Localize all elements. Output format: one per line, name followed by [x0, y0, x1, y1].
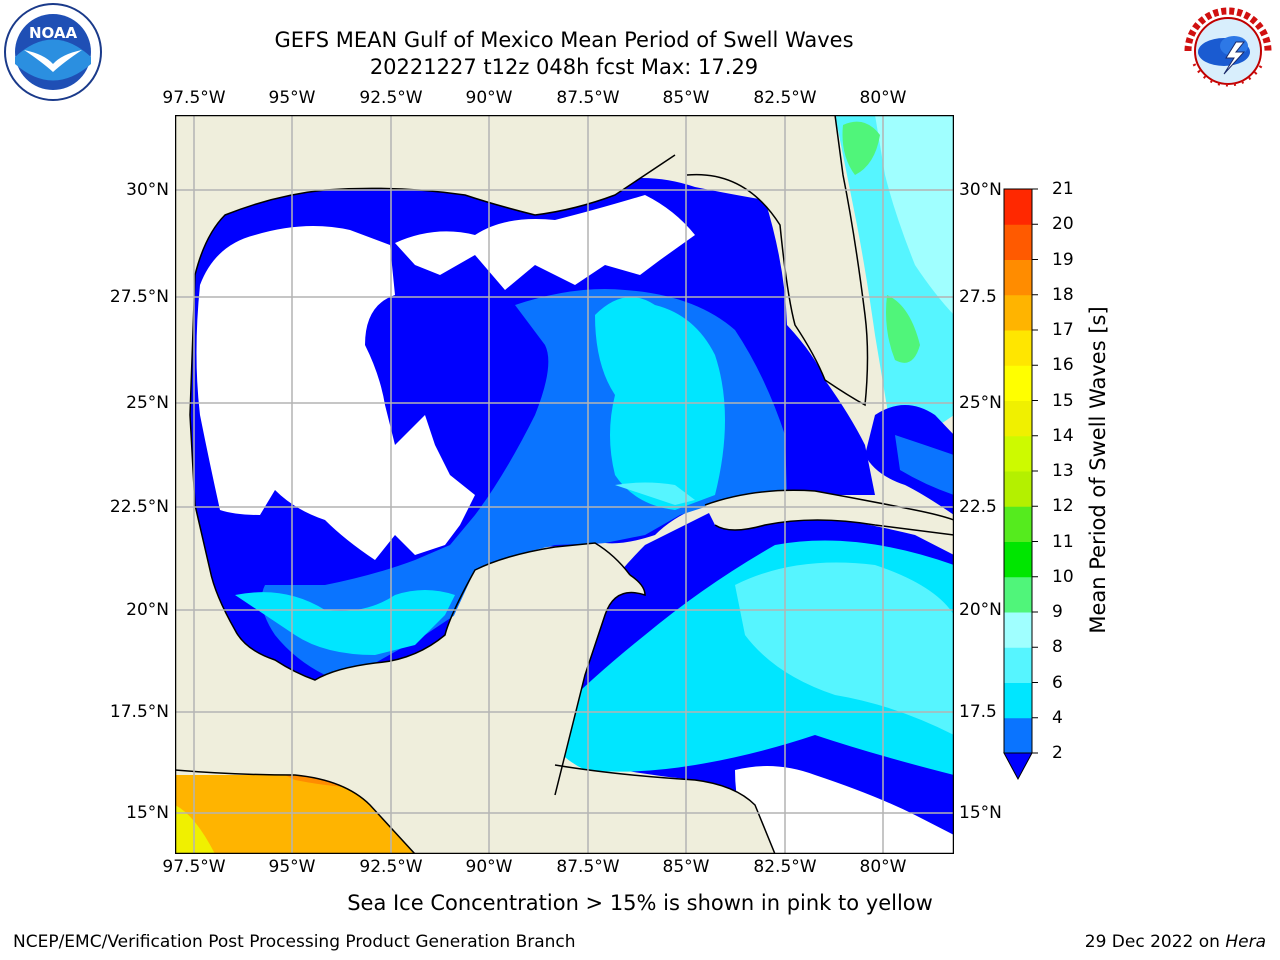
- lon-label-bottom: 92.5°W: [359, 857, 423, 877]
- lat-label-left: 15°N: [126, 803, 169, 823]
- colorbar-segment: [1004, 259, 1032, 296]
- caribbean-nodata: [735, 766, 954, 854]
- colorbar-segment: [1004, 294, 1032, 331]
- colorbar-segment: [1004, 365, 1032, 401]
- lat-label-left: 22.5°N: [109, 497, 169, 517]
- lon-label-top: 80°W: [859, 88, 907, 108]
- colorbar-segment: [1004, 224, 1032, 260]
- footer-branch: NCEP/EMC/Verification Post Processing Pr…: [13, 932, 576, 952]
- atlantic-swell-mid: [895, 435, 954, 495]
- lon-label-bottom: 87.5°W: [556, 857, 620, 877]
- nws-logo: [1182, 5, 1274, 97]
- colorbar-level-label: 19: [1052, 249, 1074, 270]
- colorbar-segment: [1004, 612, 1032, 648]
- colorbar-segment: [1004, 471, 1032, 507]
- colorbar-level-label: 12: [1052, 496, 1074, 517]
- colorbar-segment: [1004, 435, 1032, 472]
- colorbar-segment: [1004, 330, 1032, 366]
- lon-label-bottom: 97.5°W: [162, 857, 226, 877]
- noaa-logo-text: NOAA: [29, 24, 78, 42]
- lon-label-bottom: 95°W: [268, 857, 316, 877]
- colorbar-level-label: 21: [1052, 179, 1074, 199]
- caribbean-swell-light: [735, 562, 954, 735]
- lat-label-right: 25°N: [959, 393, 1002, 413]
- colorbar-level-label: 8: [1052, 637, 1063, 658]
- pacific-swell-yellow: [175, 805, 215, 854]
- colorbar-level-label: 15: [1052, 390, 1074, 411]
- lon-label-top: 97.5°W: [162, 88, 226, 108]
- noaa-logo: NOAA: [4, 3, 102, 101]
- colorbar-segment: [1004, 647, 1032, 683]
- colorbar-level-label: 11: [1052, 531, 1074, 552]
- colorbar: [1003, 188, 1038, 781]
- gulf-swell-cyan-sw: [235, 590, 455, 655]
- lon-label-bottom: 80°W: [859, 857, 907, 877]
- gulf-nodata: [196, 226, 475, 560]
- lon-label-bottom: 82.5°W: [753, 857, 817, 877]
- lon-label-top: 82.5°W: [753, 88, 817, 108]
- colorbar-segment: [1004, 506, 1032, 542]
- pacific-swell-dark-orange: [285, 775, 345, 787]
- colorbar-title: Mean Period of Swell Waves [s]: [1086, 306, 1110, 634]
- colorbar-segment: [1004, 541, 1032, 578]
- lat-label-left: 25°N: [126, 393, 169, 413]
- footer-host: Hera: [1225, 932, 1266, 952]
- land-central-america: [535, 765, 775, 854]
- colorbar-level-label: 4: [1052, 707, 1063, 728]
- colorbar-segment: [1004, 576, 1032, 613]
- map-panel: [175, 115, 954, 854]
- colorbar-level-label: 20: [1052, 214, 1074, 235]
- colorbar-segment: [1004, 717, 1032, 754]
- colorbar-segment: [1004, 682, 1032, 719]
- lat-label-right: 27.5: [959, 287, 997, 307]
- colorbar-level-label: 18: [1052, 284, 1074, 305]
- land-yucatan: [235, 543, 645, 854]
- lat-label-left: 20°N: [126, 600, 169, 620]
- footer-date-text: 29 Dec 2022 on: [1084, 932, 1226, 952]
- colorbar-segment: [1004, 400, 1032, 437]
- colorbar-level-label: 2: [1052, 743, 1063, 763]
- atlantic-swell-green-2: [886, 295, 920, 363]
- colorbar-level-label: 14: [1052, 425, 1074, 446]
- sea-ice-caption: Sea Ice Concentration > 15% is shown in …: [347, 891, 933, 915]
- atlantic-swell-light: [875, 115, 954, 315]
- gridlines: [175, 115, 954, 854]
- lat-label-right: 30°N: [959, 180, 1002, 200]
- colorbar-under-arrow: [1003, 752, 1033, 781]
- colorbar-level-label: 6: [1052, 672, 1063, 693]
- land-us-gulf-coast: [175, 115, 735, 570]
- footer-date: 29 Dec 2022 on Hera: [1085, 932, 1266, 952]
- chart-title: GEFS MEAN Gulf of Mexico Mean Period of …: [274, 28, 854, 52]
- colorbar-level-label: 16: [1052, 355, 1074, 376]
- lon-label-bottom: 85°W: [662, 857, 710, 877]
- lon-label-top: 87.5°W: [556, 88, 620, 108]
- gulf-swell-cyan-se: [615, 482, 695, 505]
- colorbar-level-label: 9: [1052, 602, 1063, 622]
- lon-label-top: 90°W: [465, 88, 513, 108]
- colorbar-level-label: 17: [1052, 320, 1074, 340]
- lat-label-left: 27.5°N: [109, 287, 169, 307]
- colorbar-segment: [1004, 189, 1032, 225]
- gulf-nodata-north: [395, 195, 695, 290]
- lat-label-left: 30°N: [126, 180, 169, 200]
- lon-label-top: 85°W: [662, 88, 710, 108]
- pacific-swell-orange: [175, 775, 415, 854]
- colorbar-level-label: 13: [1052, 461, 1074, 481]
- lat-label-right: 20°N: [959, 600, 1002, 620]
- lat-label-right: 22.5: [959, 497, 997, 517]
- lat-label-left: 17.5°N: [109, 702, 169, 722]
- atlantic-swell-green: [842, 121, 880, 175]
- map-frame: [175, 115, 954, 854]
- lon-label-bottom: 90°W: [465, 857, 513, 877]
- colorbar-level-label: 10: [1052, 566, 1074, 587]
- chart-subtitle: 20221227 t12z 048h fcst Max: 17.29: [369, 55, 759, 79]
- lat-label-right: 15°N: [959, 803, 1002, 823]
- lon-label-top: 92.5°W: [359, 88, 423, 108]
- lon-label-top: 95°W: [268, 88, 316, 108]
- lat-label-right: 17.5: [959, 702, 997, 722]
- land-florida: [675, 115, 868, 405]
